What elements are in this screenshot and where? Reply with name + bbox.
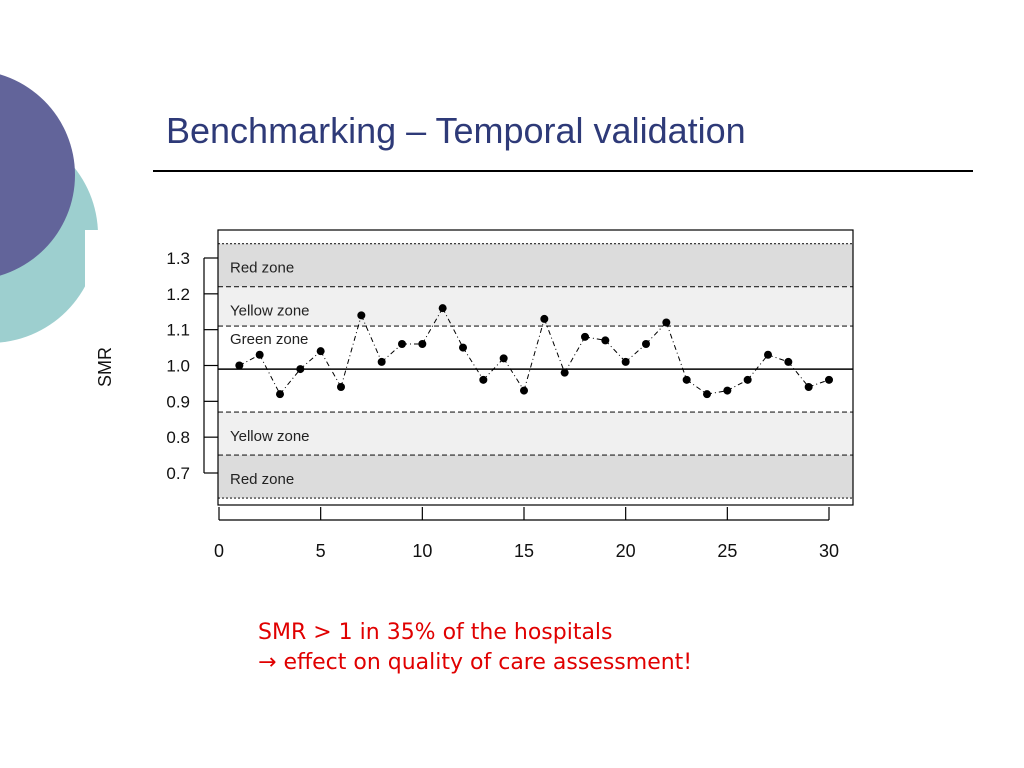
data-point: [255, 350, 264, 359]
data-point: [459, 343, 467, 352]
caption: SMR > 1 in 35% of the hospitals → effect…: [258, 618, 692, 678]
data-point: [764, 350, 772, 359]
caption-line-2: → effect on quality of care assessment!: [258, 648, 692, 678]
series-segment: [625, 343, 647, 363]
zone-label: Yellow zone: [230, 303, 310, 320]
data-point: [784, 357, 793, 366]
zone-band: [218, 412, 853, 456]
series-segment: [604, 340, 627, 363]
data-point: [499, 354, 508, 363]
data-point: [377, 357, 386, 366]
data-point: [337, 383, 345, 391]
series-segment: [686, 379, 708, 395]
data-point: [479, 375, 488, 384]
zone-label: Red zone: [230, 471, 294, 488]
data-point: [825, 375, 833, 384]
series-segment: [300, 350, 321, 370]
caption-line-2-text: effect on quality of care assessment!: [283, 650, 693, 675]
x-tick-label: 5: [316, 541, 326, 561]
series-segment: [340, 315, 362, 388]
series-segment: [421, 307, 444, 345]
series-segment: [320, 350, 342, 388]
data-point: [398, 340, 406, 348]
y-tick-label: 0.8: [166, 428, 190, 447]
series-segment: [259, 354, 281, 395]
y-tick-label: 1.2: [166, 285, 190, 304]
purple-circle-shape: [0, 74, 75, 276]
x-tick-label: 0: [214, 541, 224, 561]
zone-band: [218, 286, 853, 327]
series-segment: [360, 315, 383, 363]
series-segment: [523, 318, 545, 391]
data-point: [357, 311, 366, 320]
data-point: [621, 357, 630, 366]
series-segment: [564, 336, 586, 373]
decorative-circles: [0, 74, 110, 420]
y-tick-label: 1.0: [166, 357, 190, 376]
zone-band: [218, 243, 853, 287]
data-point: [601, 336, 610, 345]
data-point: [316, 347, 325, 356]
zone-label: Green zone: [230, 331, 308, 348]
data-point: [682, 375, 691, 384]
series-segment: [787, 361, 810, 388]
data-point: [642, 340, 650, 348]
series-segment: [279, 368, 301, 395]
series-segment: [381, 343, 403, 363]
data-point: [235, 361, 244, 370]
x-tick-label: 25: [717, 541, 737, 561]
y-tick-label: 0.9: [166, 392, 190, 411]
caption-line-1: SMR > 1 in 35% of the hospitals: [258, 620, 613, 645]
zone-label: Yellow zone: [230, 428, 310, 445]
series-segment: [503, 358, 525, 391]
data-point: [276, 390, 284, 399]
y-tick-label: 1.3: [166, 249, 190, 268]
series-segment: [645, 322, 667, 345]
data-point: [296, 365, 305, 374]
data-point: [743, 375, 752, 384]
series-segment: [747, 354, 769, 381]
data-point: [438, 304, 447, 313]
series-segment: [462, 347, 484, 381]
data-point: [418, 340, 427, 348]
data-point: [540, 314, 549, 323]
data-point: [520, 386, 528, 395]
slide-title: Benchmarking – Temporal validation: [166, 110, 746, 151]
series-segment: [442, 307, 464, 348]
series-segment: [665, 322, 688, 381]
data-point: [662, 318, 671, 327]
series-segment: [482, 357, 505, 381]
x-tick-label: 30: [819, 541, 839, 561]
title-divider: [153, 170, 973, 172]
x-tick-label: 20: [616, 541, 636, 561]
data-point: [804, 383, 813, 391]
zone-label: Red zone: [230, 260, 294, 277]
smr-chart: Red zone Yellow zone Green zone Yellow zone…: [95, 229, 854, 561]
data-point: [581, 332, 589, 341]
y-tick-label: 0.7: [166, 464, 190, 483]
data-point: [560, 368, 569, 377]
data-point: [723, 386, 732, 395]
series-segment: [543, 318, 566, 373]
arrow-icon: →: [258, 650, 277, 675]
y-axis-label: SMR: [95, 347, 115, 387]
zone-band: [218, 455, 853, 499]
x-tick-label: 15: [514, 541, 534, 561]
data-point: [703, 390, 711, 399]
x-tick-label: 10: [412, 541, 432, 561]
plot-frame: [217, 229, 854, 506]
y-tick-label: 1.1: [166, 321, 190, 340]
